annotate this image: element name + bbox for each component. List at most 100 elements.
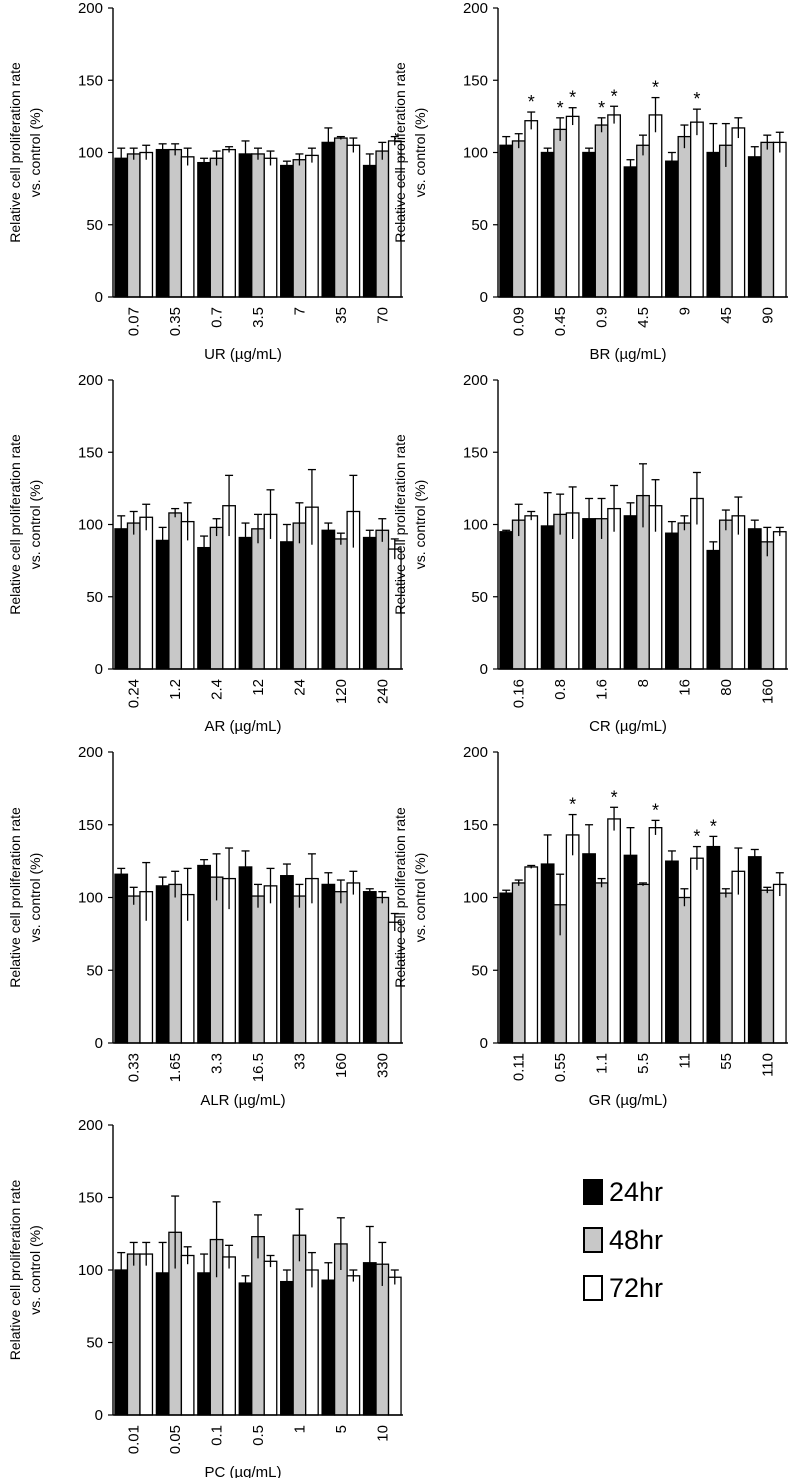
bar-24hr-330	[362, 891, 377, 1044]
y-tick-label: 50	[86, 217, 103, 234]
bar-72hr-0.45	[565, 115, 580, 298]
y-axis-label-line2: vs. control (%)	[412, 108, 428, 197]
significance-marker: *	[693, 827, 700, 847]
bar-24hr-120	[321, 529, 336, 670]
y-axis-label: Relative cell proliferation rate vs. cont…	[7, 62, 43, 243]
x-tick-label: 0.7	[209, 307, 226, 328]
y-tick-label: 0	[480, 289, 488, 306]
x-tick-label: 7	[291, 307, 308, 315]
bar-72hr-160	[772, 531, 787, 670]
bar-24hr-0.09	[499, 144, 514, 298]
bar-48hr-120	[333, 538, 348, 670]
bar-72hr-9	[690, 121, 704, 298]
x-tick-label: 80	[718, 679, 735, 696]
bar-72hr-5.5	[648, 827, 663, 1044]
bar-24hr-0.16	[499, 531, 514, 670]
y-tick-label: 50	[471, 962, 488, 979]
bar-72hr-80	[731, 515, 746, 670]
x-tick-label: 0.9	[594, 307, 611, 328]
bar-48hr-0.07	[126, 153, 141, 298]
x-tick-label: 0.35	[167, 307, 184, 336]
x-axis-label: AR (µg/mL)	[205, 718, 282, 735]
bar-48hr-0.8	[553, 513, 568, 670]
x-tick-label: 0.07	[126, 307, 143, 336]
x-tick-label: 16.5	[250, 1053, 267, 1082]
bar-24hr-0.1	[197, 1272, 211, 1416]
bar-48hr-1	[292, 1234, 307, 1416]
y-tick-label: 150	[78, 817, 103, 834]
bar-48hr-16	[677, 522, 692, 670]
bar-48hr-16.5	[251, 895, 265, 1044]
x-tick-label: 5	[333, 1425, 350, 1433]
bar-24hr-35	[321, 141, 336, 298]
bar-48hr-9	[677, 135, 692, 298]
bar-72hr-160	[346, 882, 361, 1044]
bar-48hr-45	[718, 144, 733, 298]
y-tick-label: 200	[463, 372, 488, 389]
significance-marker: *	[611, 86, 618, 106]
chart-panel-5: Relative cell proliferation rate vs. cont…	[392, 744, 788, 1109]
x-tick-label: 1.6	[594, 679, 611, 700]
bar-24hr-70	[362, 164, 377, 298]
y-axis-label-line1: Relative cell proliferation rate	[392, 62, 408, 243]
bar-48hr-1.65	[168, 883, 183, 1044]
bar-72hr-1.6	[607, 507, 621, 670]
chart-panel-6: Relative cell proliferation rate vs. cont…	[7, 1117, 403, 1478]
bar-48hr-0.9	[594, 124, 609, 298]
bar-72hr-1	[305, 1269, 319, 1416]
bar-24hr-5	[321, 1279, 336, 1416]
y-tick-label: 50	[471, 589, 488, 606]
y-tick-label: 200	[78, 744, 103, 761]
bar-24hr-0.24	[114, 528, 129, 670]
bar-24hr-0.33	[114, 873, 129, 1044]
x-tick-label: 0.1	[209, 1425, 226, 1446]
bar-48hr-11	[677, 896, 692, 1044]
significance-marker: *	[598, 98, 605, 118]
y-axis-label-line1: Relative cell proliferation rate	[7, 1180, 23, 1361]
y-axis-label-line2: vs. control (%)	[412, 480, 428, 569]
bar-48hr-240	[375, 529, 390, 670]
bar-24hr-0.01	[114, 1269, 129, 1416]
y-tick-label: 200	[78, 1117, 103, 1134]
y-axis-label-line2: vs. control (%)	[27, 108, 43, 197]
y-tick-label: 0	[95, 1407, 103, 1424]
significance-marker: *	[569, 88, 576, 108]
bar-24hr-55	[706, 845, 721, 1044]
x-tick-label: 3.5	[250, 307, 267, 328]
x-tick-label: 70	[374, 307, 391, 324]
x-tick-label: 16	[676, 679, 693, 696]
bar-24hr-33	[280, 875, 294, 1044]
x-tick-label: 0.5	[250, 1425, 267, 1446]
x-tick-label: 9	[676, 307, 693, 315]
y-tick-label: 0	[480, 1035, 488, 1052]
bar-48hr-70	[375, 150, 390, 298]
bar-24hr-7	[280, 164, 294, 298]
bar-72hr-10	[387, 1276, 402, 1416]
legend-item-72hr: 72hr	[583, 1264, 743, 1312]
bar-48hr-3.5	[251, 153, 265, 298]
bar-72hr-0.55	[565, 834, 580, 1044]
legend-swatch-24hr	[583, 1179, 603, 1205]
bar-72hr-0.35	[180, 156, 195, 298]
y-tick-label: 150	[78, 72, 103, 89]
x-tick-label: 1.2	[167, 679, 184, 700]
bar-48hr-80	[718, 519, 733, 670]
y-axis-label: Relative cell proliferation rate vs. cont…	[392, 62, 428, 243]
bar-48hr-5.5	[636, 883, 650, 1044]
legend-item-24hr: 24hr	[583, 1168, 743, 1216]
bar-24hr-0.07	[114, 157, 129, 298]
y-tick-label: 150	[463, 817, 488, 834]
y-axis-label: Relative cell proliferation rate vs. cont…	[392, 807, 428, 988]
bar-48hr-0.5	[251, 1236, 265, 1416]
bar-72hr-4.5	[648, 114, 663, 298]
bar-48hr-0.7	[209, 157, 224, 298]
bar-48hr-33	[292, 895, 307, 1044]
bar-24hr-160	[747, 528, 762, 670]
y-axis-label-line2: vs. control (%)	[27, 853, 43, 942]
bar-48hr-4.5	[636, 144, 650, 298]
legend-swatch-48hr	[583, 1227, 603, 1253]
x-tick-label: 0.33	[126, 1053, 143, 1082]
bar-72hr-1.2	[180, 520, 195, 670]
legend-label-48hr: 48hr	[609, 1224, 664, 1255]
